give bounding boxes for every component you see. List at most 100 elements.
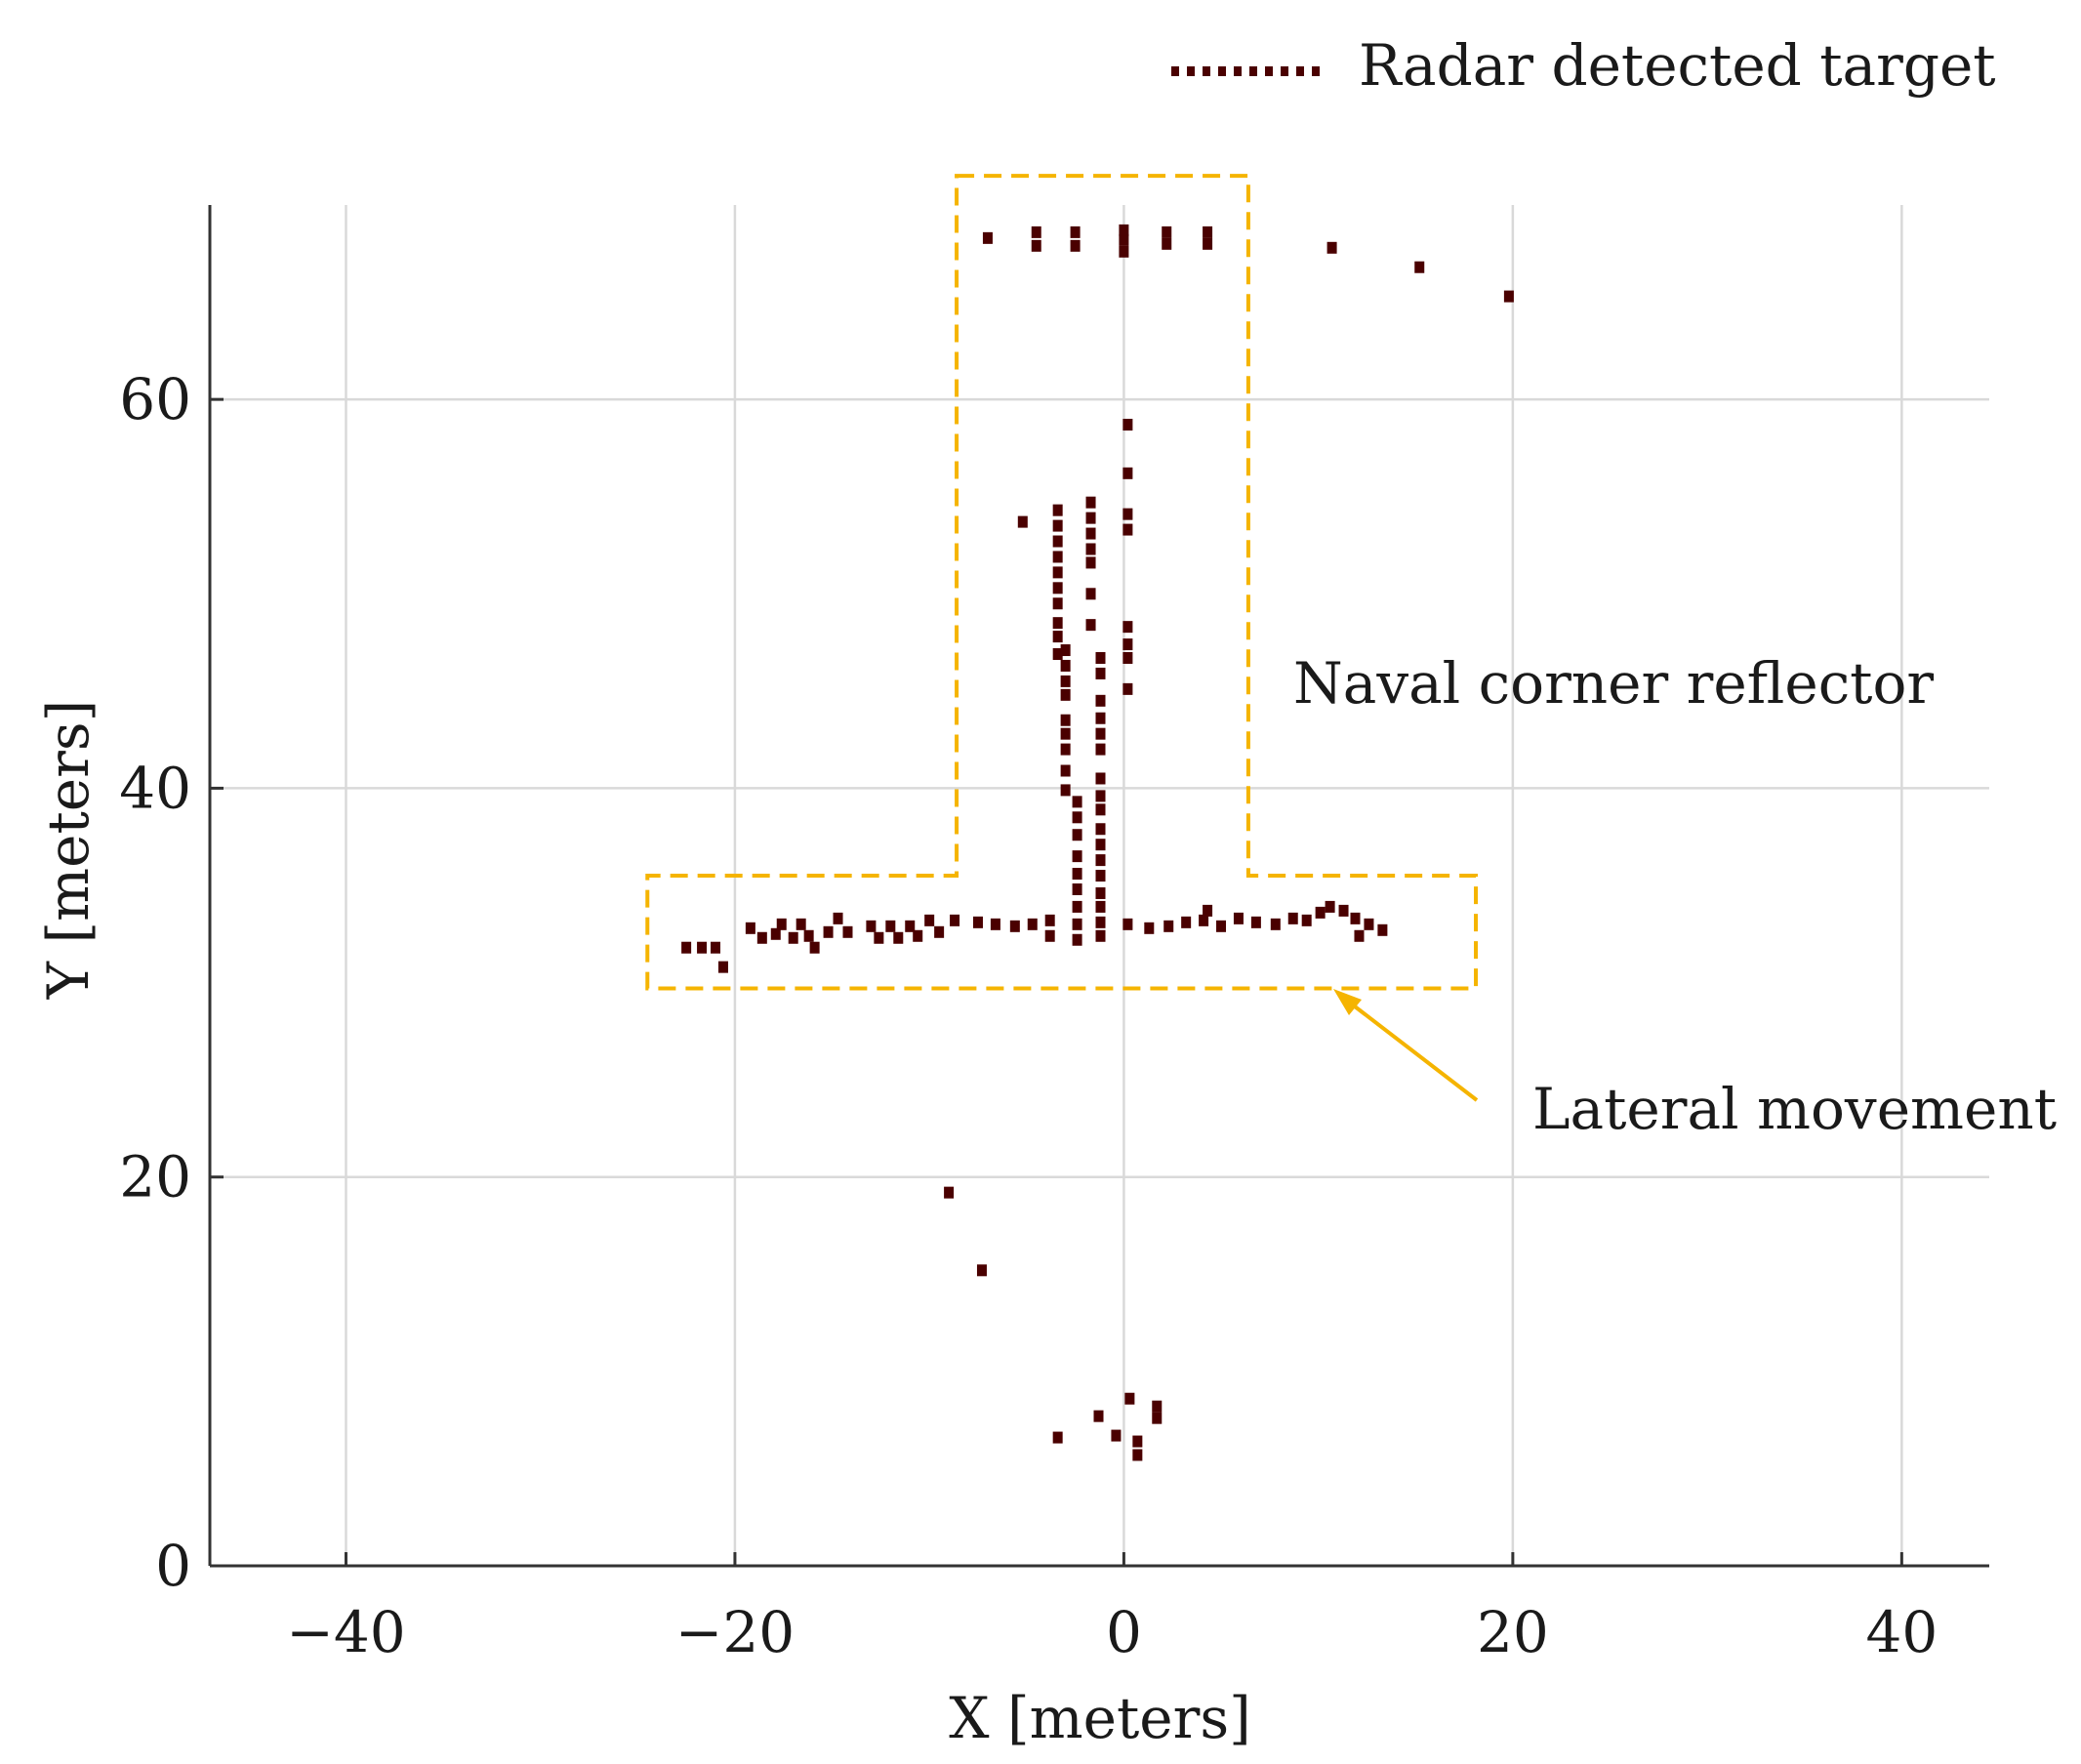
radar-target-point bbox=[1095, 667, 1106, 679]
radar-target-point bbox=[1072, 882, 1082, 895]
radar-target-point bbox=[1009, 920, 1020, 932]
radar-target-point bbox=[796, 918, 806, 930]
radar-target-point bbox=[1085, 619, 1096, 632]
radar-target-point bbox=[1095, 772, 1106, 785]
radar-target-point bbox=[1270, 918, 1281, 930]
radar-target-point bbox=[1216, 920, 1227, 932]
radar-target-point bbox=[1085, 512, 1096, 524]
radar-target-point bbox=[1503, 290, 1514, 303]
radar-target-point bbox=[1060, 743, 1071, 756]
y-axis-label: Y [meters] bbox=[35, 700, 102, 1000]
radar-target-point bbox=[1181, 916, 1192, 928]
radar-target-point bbox=[1072, 933, 1082, 946]
radar-target-point bbox=[1119, 233, 1129, 246]
radar-target-point bbox=[1095, 743, 1106, 756]
radar-target-point bbox=[833, 912, 843, 924]
radar-target-point bbox=[1095, 854, 1106, 867]
radar-target-point bbox=[1052, 551, 1063, 563]
radar-target-point bbox=[1052, 582, 1063, 595]
radar-target-point bbox=[1060, 675, 1071, 687]
radar-target-point bbox=[1350, 912, 1361, 924]
radar-target-point bbox=[1085, 496, 1096, 509]
radar-target-point bbox=[809, 941, 820, 954]
radar-target-point bbox=[1060, 688, 1071, 701]
radar-target-point bbox=[1095, 652, 1106, 665]
radar-target-point bbox=[770, 927, 781, 940]
radar-target-point bbox=[1052, 504, 1063, 516]
y-tick-label: 20 bbox=[119, 1144, 191, 1210]
radar-target-point bbox=[1085, 527, 1096, 540]
radar-target-point bbox=[924, 914, 935, 926]
radar-target-point bbox=[1052, 597, 1063, 610]
y-tick-label: 0 bbox=[155, 1533, 191, 1599]
radar-target-point bbox=[1072, 811, 1082, 824]
radar-target-point bbox=[1325, 900, 1335, 913]
radar-target-point bbox=[1122, 523, 1133, 536]
radar-target-point bbox=[842, 925, 853, 938]
radar-target-point bbox=[1052, 519, 1063, 532]
radar-target-point bbox=[1060, 644, 1071, 657]
radar-target-point bbox=[1052, 566, 1063, 579]
radar-target-point bbox=[1162, 226, 1172, 238]
radar-target-point bbox=[788, 931, 798, 944]
radar-target-point bbox=[1095, 900, 1106, 913]
highlight-region-outline bbox=[645, 174, 1479, 991]
x-tick-label: 20 bbox=[1477, 1599, 1549, 1665]
axes bbox=[208, 205, 1989, 1568]
radar-target-point bbox=[976, 1264, 987, 1277]
radar-target-point bbox=[1144, 922, 1155, 934]
radar-target-point bbox=[1111, 1429, 1122, 1442]
radar-target-point bbox=[913, 929, 923, 942]
radar-target-point bbox=[1119, 245, 1129, 258]
radar-target-point bbox=[745, 922, 755, 934]
radar-target-point bbox=[1152, 1412, 1163, 1424]
radar-target-point bbox=[944, 1186, 955, 1199]
radar-target-point bbox=[1095, 870, 1106, 882]
radar-target-point bbox=[1122, 467, 1133, 479]
radar-target-point bbox=[1377, 923, 1388, 936]
radar-target-point bbox=[1095, 803, 1106, 816]
radar-target-point bbox=[982, 231, 993, 244]
y-tick-label: 40 bbox=[119, 755, 191, 821]
radar-target-point bbox=[1122, 638, 1133, 651]
y-tick-label: 60 bbox=[119, 366, 191, 432]
radar-target-point bbox=[1052, 1431, 1063, 1444]
radar-target-point bbox=[1044, 929, 1055, 942]
radar-target-point bbox=[717, 961, 728, 973]
radar-target-point bbox=[1152, 1400, 1163, 1413]
radar-target-point bbox=[1031, 239, 1041, 252]
radar-target-point bbox=[1070, 239, 1081, 252]
radar-target-point bbox=[1250, 916, 1261, 928]
radar-target-point bbox=[905, 920, 916, 932]
radar-target-point bbox=[1095, 929, 1106, 942]
radar-target-point bbox=[1095, 916, 1106, 928]
radar-target-point bbox=[1027, 918, 1038, 930]
radar-target-point bbox=[1093, 1410, 1104, 1422]
radar-target-point bbox=[1132, 1449, 1143, 1461]
radar-target-point bbox=[803, 929, 814, 942]
radar-target-point bbox=[1301, 914, 1312, 926]
radar-target-point bbox=[1052, 648, 1063, 661]
radar-target-point bbox=[697, 941, 708, 954]
radar-target-point bbox=[1122, 508, 1133, 520]
radar-target-point bbox=[1095, 823, 1106, 836]
radar-target-point bbox=[776, 918, 787, 930]
radar-target-point bbox=[885, 920, 896, 932]
radar-target-point bbox=[1072, 796, 1082, 808]
radar-target-point bbox=[1070, 226, 1081, 238]
x-tick-label: 40 bbox=[1865, 1599, 1938, 1665]
radar-target-point bbox=[711, 941, 721, 954]
radar-target-point bbox=[1060, 659, 1071, 672]
radar-target-point bbox=[972, 916, 983, 928]
radar-target-point bbox=[990, 918, 1000, 930]
radar-target-point bbox=[1095, 694, 1106, 707]
radar-target-point bbox=[1060, 727, 1071, 740]
data-points bbox=[681, 224, 1514, 1461]
annotation-naval-corner-reflector: Naval corner reflector bbox=[1293, 650, 1934, 717]
radar-target-point bbox=[1122, 652, 1133, 665]
radar-target-point bbox=[1162, 237, 1172, 250]
radar-target-point bbox=[1072, 900, 1082, 913]
radar-target-point bbox=[1085, 588, 1096, 600]
radar-target-point bbox=[1338, 904, 1349, 917]
